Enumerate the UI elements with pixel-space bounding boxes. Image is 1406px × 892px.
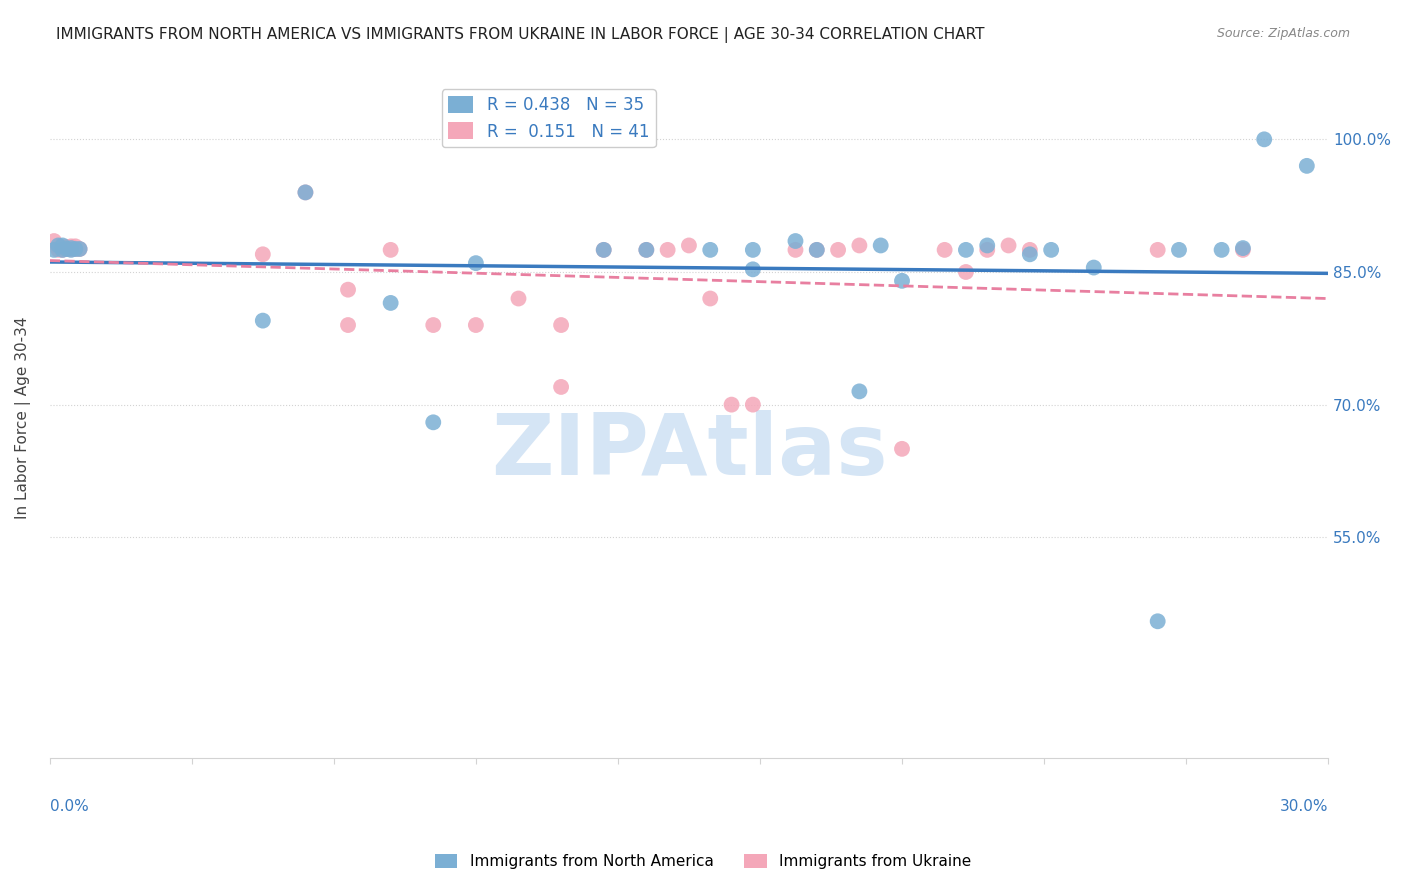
- Point: [741, 398, 763, 412]
- Point: [51, 243, 73, 257]
- Point: [806, 243, 828, 257]
- Point: [42, 243, 65, 257]
- Legend: R = 0.438   N = 35, R =  0.151   N = 41: R = 0.438 N = 35, R = 0.151 N = 41: [441, 89, 655, 147]
- Text: ZIPAtlas: ZIPAtlas: [491, 410, 887, 493]
- Point: [422, 415, 444, 429]
- Point: [1018, 247, 1040, 261]
- Point: [1146, 243, 1168, 257]
- Point: [891, 274, 914, 288]
- Point: [60, 243, 83, 257]
- Point: [741, 262, 763, 277]
- Point: [1232, 241, 1254, 255]
- Point: [848, 238, 870, 252]
- Point: [997, 238, 1019, 252]
- Point: [65, 242, 87, 256]
- Point: [46, 240, 69, 254]
- Point: [592, 243, 614, 257]
- Point: [1146, 615, 1168, 629]
- Point: [806, 243, 828, 257]
- Point: [955, 243, 977, 257]
- Point: [46, 238, 69, 252]
- Point: [51, 238, 73, 252]
- Point: [1295, 159, 1317, 173]
- Point: [380, 296, 402, 310]
- Point: [464, 256, 486, 270]
- Point: [976, 238, 998, 252]
- Point: [869, 238, 891, 252]
- Point: [1040, 243, 1063, 257]
- Point: [741, 243, 763, 257]
- Text: 30.0%: 30.0%: [1279, 799, 1329, 814]
- Point: [1211, 243, 1233, 257]
- Point: [848, 384, 870, 399]
- Point: [65, 239, 87, 253]
- Point: [699, 292, 721, 306]
- Point: [678, 238, 700, 252]
- Point: [1232, 243, 1254, 257]
- Point: [1083, 260, 1105, 275]
- Point: [69, 242, 91, 256]
- Point: [464, 318, 486, 332]
- Point: [60, 241, 83, 255]
- Point: [69, 242, 91, 256]
- Point: [934, 243, 956, 257]
- Text: Source: ZipAtlas.com: Source: ZipAtlas.com: [1216, 27, 1350, 40]
- Point: [785, 243, 807, 257]
- Point: [252, 247, 274, 261]
- Point: [46, 243, 69, 257]
- Point: [592, 243, 614, 257]
- Point: [508, 292, 530, 306]
- Point: [1018, 243, 1040, 257]
- Point: [636, 243, 658, 257]
- Text: 0.0%: 0.0%: [49, 799, 89, 814]
- Point: [294, 186, 316, 200]
- Point: [380, 243, 402, 257]
- Point: [1253, 132, 1275, 146]
- Point: [51, 240, 73, 254]
- Point: [550, 318, 572, 332]
- Point: [891, 442, 914, 456]
- Point: [42, 234, 65, 248]
- Point: [56, 242, 79, 256]
- Point: [65, 242, 87, 256]
- Point: [337, 318, 360, 332]
- Point: [636, 243, 658, 257]
- Legend: Immigrants from North America, Immigrants from Ukraine: Immigrants from North America, Immigrant…: [429, 848, 977, 875]
- Point: [1168, 243, 1191, 257]
- Point: [976, 243, 998, 257]
- Point: [827, 243, 849, 257]
- Point: [60, 239, 83, 253]
- Point: [699, 243, 721, 257]
- Point: [720, 398, 742, 412]
- Point: [785, 234, 807, 248]
- Text: IMMIGRANTS FROM NORTH AMERICA VS IMMIGRANTS FROM UKRAINE IN LABOR FORCE | AGE 30: IMMIGRANTS FROM NORTH AMERICA VS IMMIGRA…: [56, 27, 984, 43]
- Point: [252, 313, 274, 327]
- Point: [955, 265, 977, 279]
- Point: [60, 242, 83, 256]
- Point: [56, 242, 79, 256]
- Point: [294, 186, 316, 200]
- Point: [51, 243, 73, 257]
- Y-axis label: In Labor Force | Age 30-34: In Labor Force | Age 30-34: [15, 317, 31, 519]
- Point: [657, 243, 679, 257]
- Point: [56, 240, 79, 254]
- Point: [337, 283, 360, 297]
- Point: [550, 380, 572, 394]
- Point: [422, 318, 444, 332]
